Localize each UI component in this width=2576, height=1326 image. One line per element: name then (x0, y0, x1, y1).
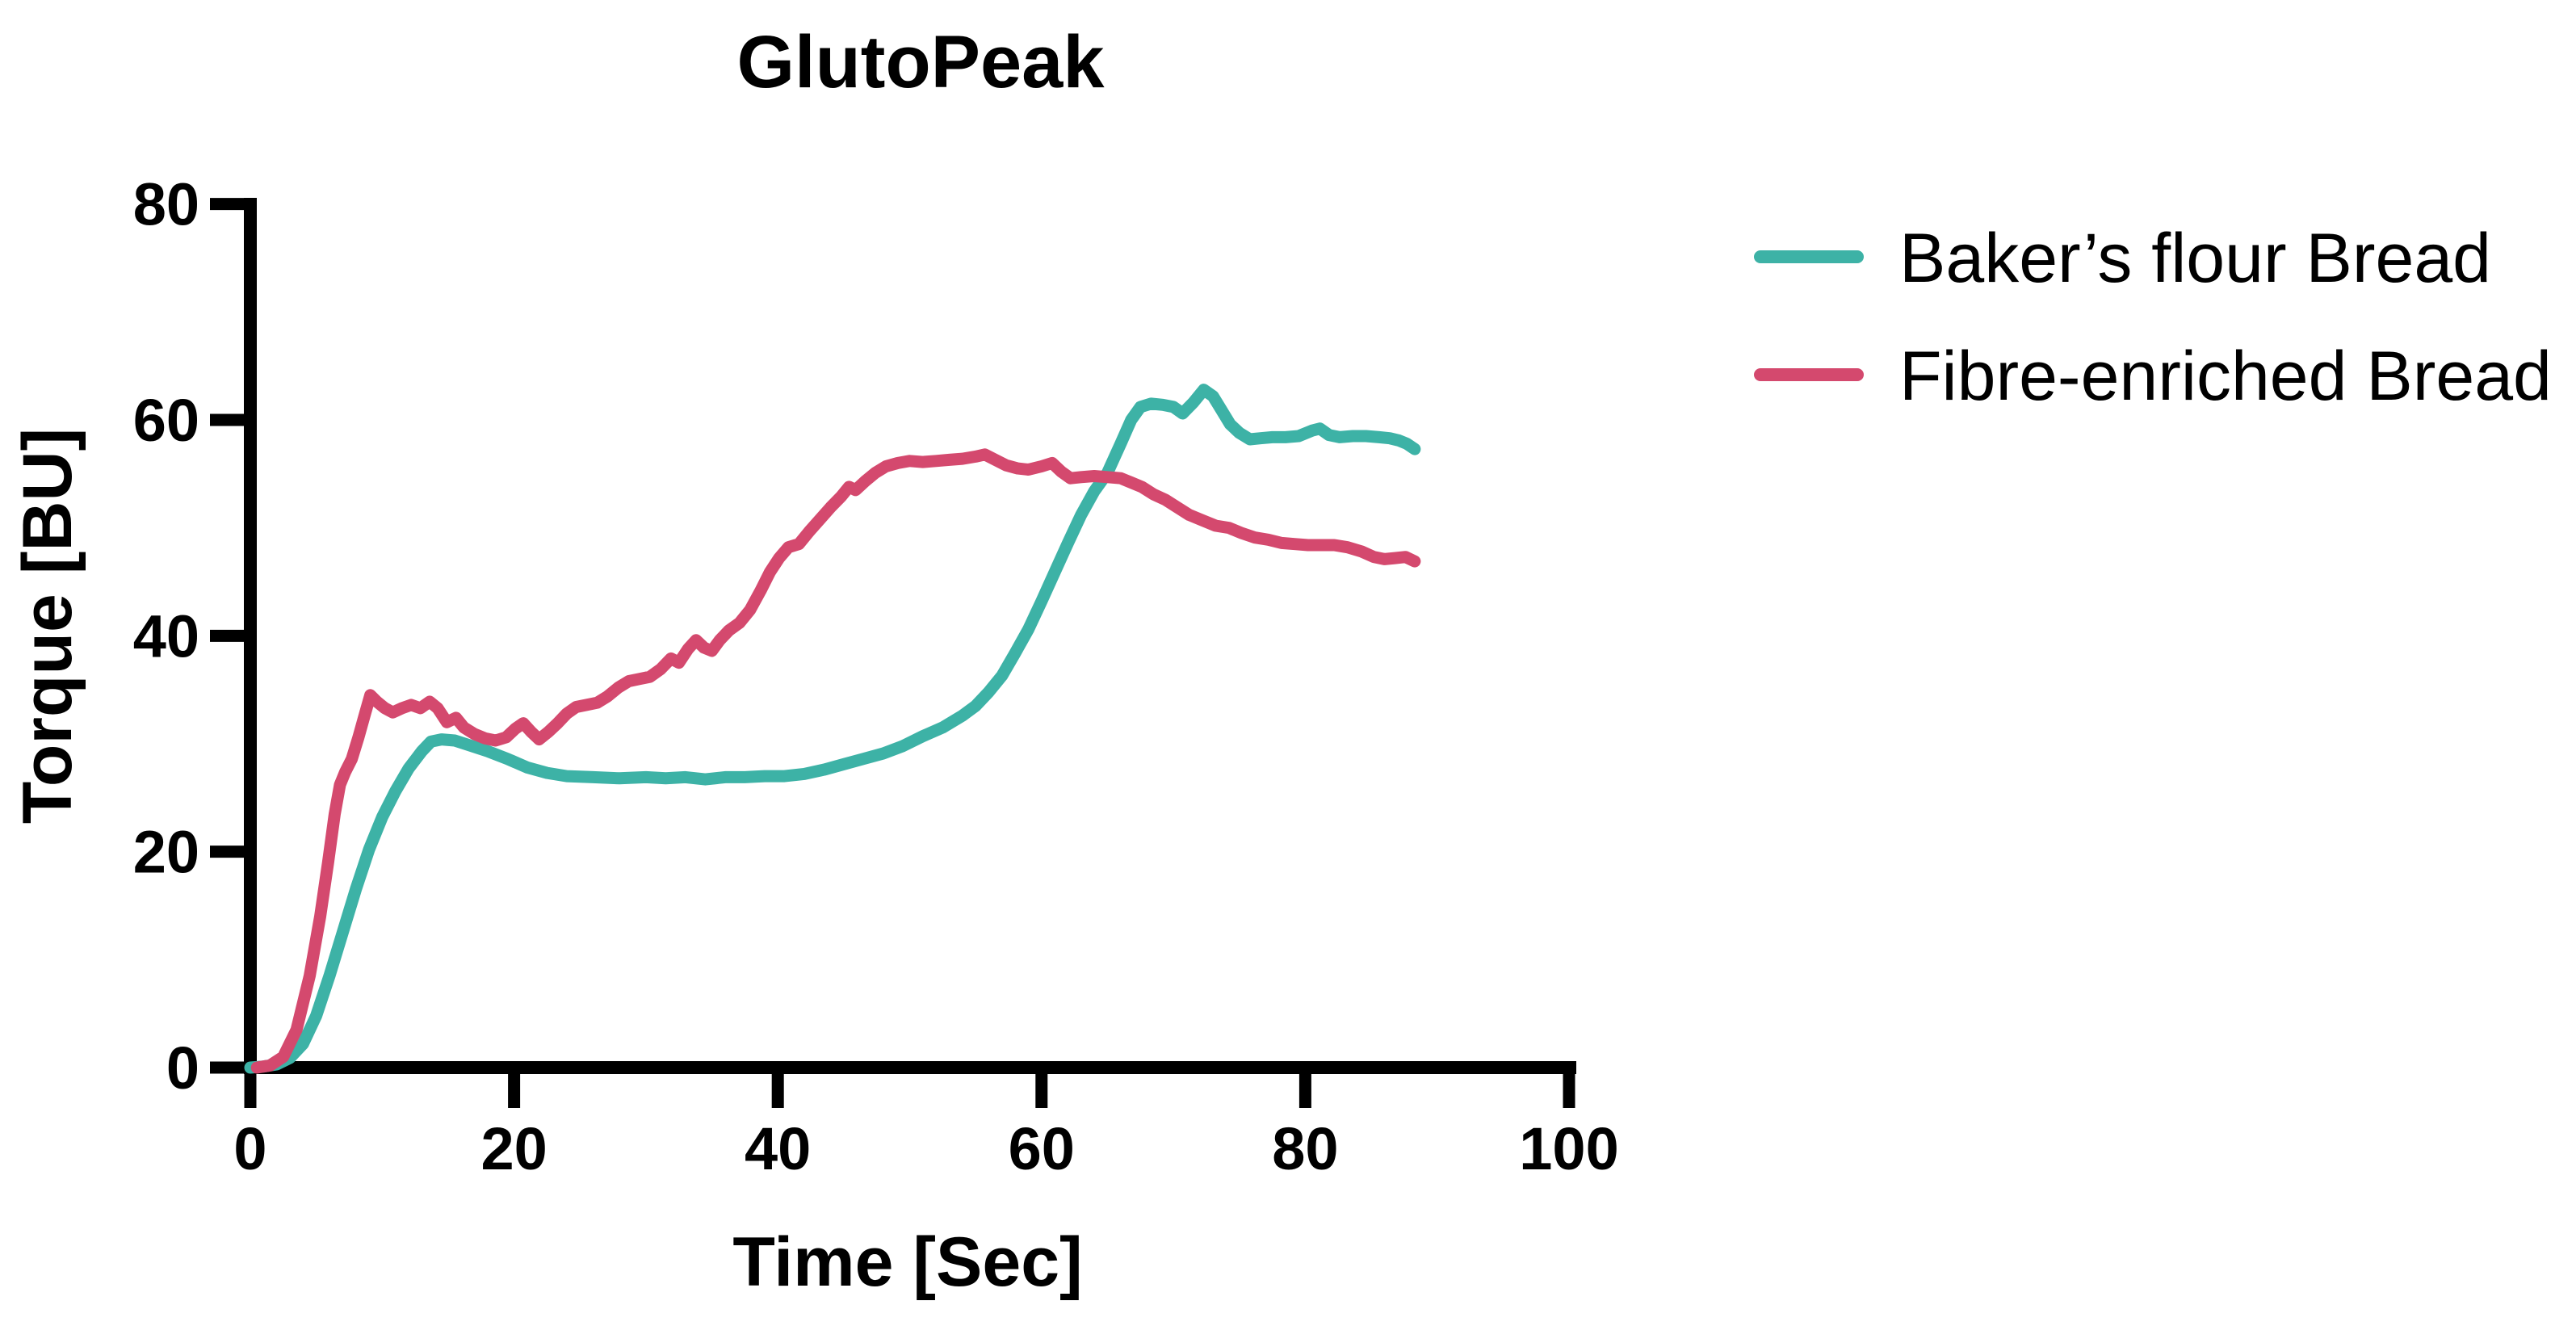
legend: Baker’s flour Bread Fibre-enriched Bread (1754, 220, 2552, 415)
y-axis-title: Torque [BU] (9, 428, 86, 824)
legend-label-fibre-enriched-bread: Fibre-enriched Bread (1899, 338, 2552, 415)
x-tick-label-80: 80 (1272, 1115, 1338, 1182)
x-tick-label-100: 100 (1519, 1115, 1618, 1182)
x-tick-label-20: 20 (480, 1115, 547, 1182)
chart-title: GlutoPeak (736, 21, 1105, 103)
legend-item-fibre-enriched-bread: Fibre-enriched Bread (1754, 338, 2552, 415)
x-tick-label-0: 0 (233, 1115, 266, 1182)
series-line-0 (244, 384, 1421, 1074)
axes-layer: 0 20 40 60 80 0 20 40 60 80 100 (133, 171, 1619, 1182)
y-tick-label-60: 60 (133, 387, 199, 454)
series-line-1 (250, 448, 1421, 1074)
y-tick-label-20: 20 (133, 819, 199, 886)
legend-item-bakers-flour-bread: Baker’s flour Bread (1754, 220, 2491, 297)
y-tick-label-80: 80 (133, 171, 199, 238)
series-layer (244, 384, 1421, 1074)
y-tick-label-40: 40 (133, 602, 199, 669)
legend-label-bakers-flour-bread: Baker’s flour Bread (1899, 220, 2491, 297)
x-tick-label-40: 40 (745, 1115, 811, 1182)
x-tick-label-60: 60 (1009, 1115, 1075, 1182)
y-tick-label-0: 0 (166, 1034, 199, 1102)
x-axis-title: Time [Sec] (732, 1223, 1082, 1301)
